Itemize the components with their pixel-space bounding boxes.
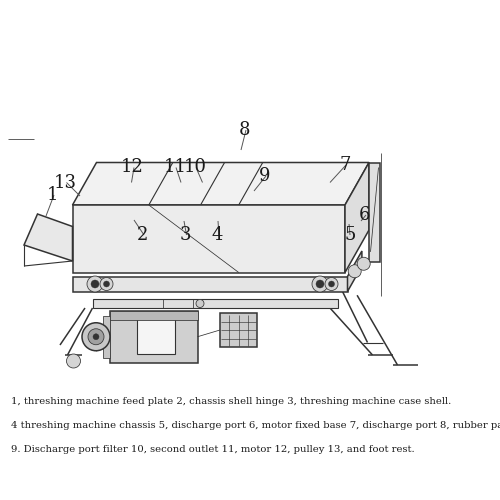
Circle shape [88, 329, 104, 345]
Bar [220, 313, 258, 347]
Polygon shape [348, 251, 362, 292]
Polygon shape [72, 162, 369, 205]
Circle shape [100, 278, 113, 290]
Circle shape [66, 354, 80, 368]
Bar [138, 319, 175, 354]
Circle shape [325, 278, 338, 290]
Text: 12: 12 [121, 158, 144, 176]
Text: 1: 1 [47, 186, 58, 204]
Text: 9: 9 [259, 167, 271, 185]
Circle shape [82, 323, 110, 351]
Bar [110, 310, 198, 363]
Text: 6: 6 [359, 206, 371, 224]
Circle shape [104, 281, 110, 287]
Text: 3: 3 [179, 226, 191, 244]
Circle shape [196, 300, 204, 308]
Text: 2: 2 [137, 226, 148, 244]
Text: 8: 8 [240, 121, 251, 139]
Text: 9. Discharge port filter 10, second outlet 11, motor 12, pulley 13, and foot res: 9. Discharge port filter 10, second outl… [11, 446, 414, 454]
Bar [110, 310, 198, 320]
Circle shape [312, 276, 328, 292]
Polygon shape [24, 214, 72, 261]
Circle shape [348, 264, 361, 278]
Circle shape [316, 280, 324, 288]
Text: 13: 13 [54, 174, 76, 192]
Text: 11: 11 [164, 158, 186, 176]
Bar [103, 316, 110, 358]
Text: 4: 4 [212, 226, 223, 244]
Polygon shape [72, 205, 345, 272]
Polygon shape [345, 162, 369, 272]
Circle shape [91, 280, 99, 288]
Bar [92, 299, 338, 308]
Text: 1, threshing machine feed plate 2, chassis shell hinge 3, threshing machine case: 1, threshing machine feed plate 2, chass… [11, 398, 451, 406]
Circle shape [87, 276, 103, 292]
Bar [72, 276, 347, 291]
Polygon shape [369, 162, 380, 262]
Text: 4 threshing machine chassis 5, discharge port 6, motor fixed base 7, discharge p: 4 threshing machine chassis 5, discharge… [11, 422, 500, 430]
Circle shape [93, 334, 99, 340]
Text: 7: 7 [340, 156, 350, 174]
Text: 10: 10 [184, 158, 206, 176]
Text: 5: 5 [344, 226, 356, 244]
Circle shape [357, 257, 370, 270]
Circle shape [328, 281, 334, 287]
